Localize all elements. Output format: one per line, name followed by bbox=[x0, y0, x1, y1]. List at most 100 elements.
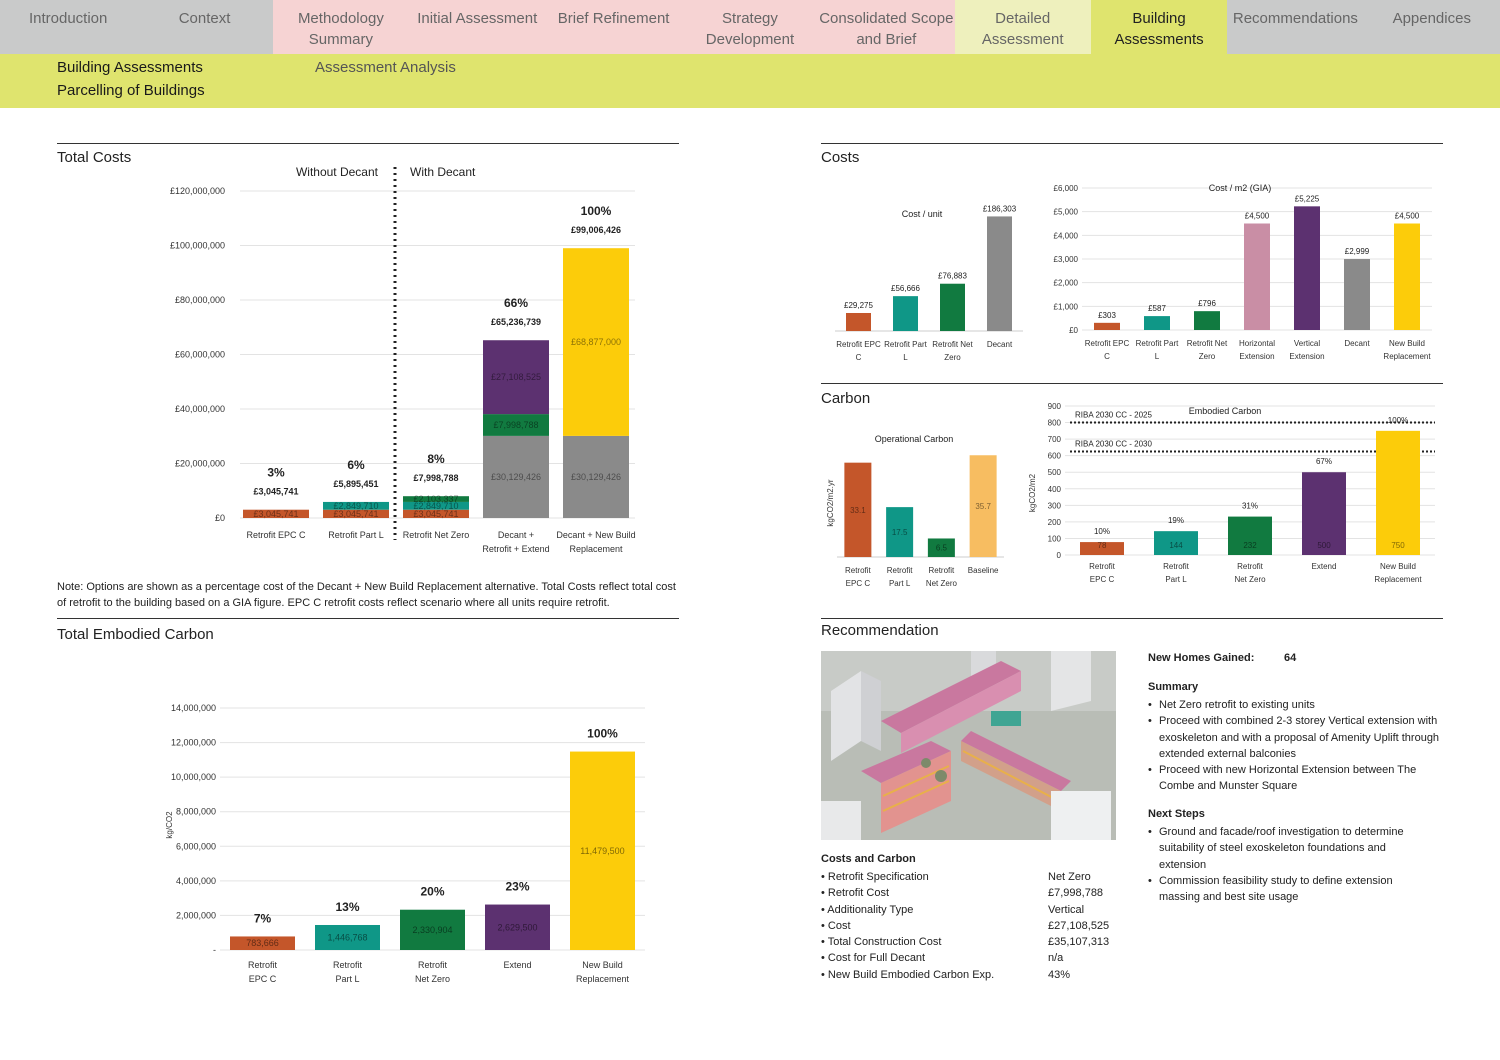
table-row: • Retrofit Cost £7,998,788 bbox=[821, 885, 1121, 901]
summary-list: Net Zero retrofit to existing units Proc… bbox=[1148, 697, 1440, 795]
bar-segment-label: £2,103,337 bbox=[413, 494, 458, 504]
bar bbox=[1344, 259, 1370, 330]
y-tick-label: £60,000,000 bbox=[175, 350, 225, 360]
tab-consolidated-scope[interactable]: Consolidated Scope and Brief bbox=[818, 0, 955, 54]
subnav-assessment-analysis[interactable]: Assessment Analysis bbox=[315, 59, 456, 76]
x-tick-label: Horizontal bbox=[1239, 339, 1275, 348]
embodied-carbon-chart: 0 100 200 300 400 500 600 700 800 900 Embodied Car… bbox=[1028, 402, 1435, 584]
subnav-parcelling-of-buildings[interactable]: Parcelling of Buildings bbox=[57, 82, 205, 99]
bar-value-label: 500 bbox=[1317, 541, 1331, 550]
bar-percent-label: 10% bbox=[1094, 527, 1110, 536]
x-tick-label: EPC C bbox=[1090, 575, 1115, 584]
y-tick-label: 600 bbox=[1048, 452, 1062, 461]
x-tick-label: Decant + bbox=[498, 530, 534, 540]
bar bbox=[893, 296, 918, 331]
x-tick-label: Vertical bbox=[1294, 339, 1320, 348]
bar-percent-label: 13% bbox=[335, 900, 359, 914]
bar-value-label: £5,225 bbox=[1295, 194, 1320, 203]
y-tick-label: £3,000 bbox=[1054, 255, 1079, 264]
bar-value-label: £29,275 bbox=[844, 301, 873, 310]
table-row: • Additionality Type Vertical bbox=[821, 902, 1121, 918]
next-steps-heading: Next Steps bbox=[1148, 808, 1205, 820]
tab-building-assessments[interactable]: Building Assessments bbox=[1090, 0, 1228, 54]
tab-brief-refinement[interactable]: Brief Refinement bbox=[545, 0, 682, 54]
tab-initial-assessment[interactable]: Initial Assessment bbox=[409, 0, 546, 54]
bar bbox=[400, 909, 465, 950]
y-tick-label: £20,000,000 bbox=[175, 459, 225, 469]
building-aerial-image bbox=[821, 651, 1116, 840]
bar bbox=[1228, 516, 1272, 555]
x-tick-label: EPC C bbox=[249, 974, 277, 984]
y-tick-label: 6,000,000 bbox=[176, 841, 216, 851]
reference-label: RIBA 2030 CC - 2025 bbox=[1075, 411, 1152, 420]
bar-segment-label: £3,045,741 bbox=[253, 509, 298, 519]
bar bbox=[315, 924, 380, 950]
bar-segment-label: £2,849,710 bbox=[413, 501, 458, 511]
bar-segment bbox=[243, 509, 309, 518]
bar bbox=[1144, 316, 1170, 330]
bar-percent-label: 100% bbox=[581, 204, 612, 218]
total-embodied-carbon-chart: - 2,000,000 4,000,000 6,000,000 8,000,000 10,… bbox=[165, 703, 645, 984]
bar-segment-label: £27,108,525 bbox=[491, 372, 541, 382]
bar-value-label: 144 bbox=[1169, 541, 1183, 550]
new-homes-label: New Homes Gained: bbox=[1148, 652, 1255, 664]
bar-segment bbox=[563, 248, 629, 436]
x-tick-label: C bbox=[856, 353, 862, 362]
x-tick-label: New Build bbox=[582, 960, 623, 970]
table-cell-value: Vertical bbox=[1048, 903, 1085, 916]
chart-title: Embodied Carbon bbox=[1189, 406, 1262, 416]
x-tick-label: L bbox=[903, 353, 908, 362]
bar-percent-label: 100% bbox=[587, 727, 618, 741]
bar bbox=[1080, 542, 1124, 555]
list-item: Net Zero retrofit to existing units bbox=[1148, 697, 1440, 714]
tab-appendices[interactable]: Appendices bbox=[1363, 0, 1500, 54]
y-tick-label: £0 bbox=[1069, 326, 1078, 335]
tab-recommendations[interactable]: Recommendations bbox=[1227, 0, 1364, 54]
bar bbox=[969, 455, 997, 557]
table-cell-value: Net Zero bbox=[1048, 871, 1091, 883]
bar-total-label: £99,006,426 bbox=[571, 225, 621, 235]
tab-detailed-assessment[interactable]: Detailed Assessment bbox=[954, 0, 1091, 54]
x-tick-label: Retrofit Net bbox=[932, 340, 973, 349]
without-decant-label: Without Decant bbox=[296, 165, 379, 179]
table-cell-value: £7,998,788 bbox=[1048, 887, 1104, 900]
x-tick-label: Retrofit Net Zero bbox=[403, 530, 470, 540]
bar-value-label: 750 bbox=[1391, 541, 1405, 550]
total-costs-title: Total Costs bbox=[57, 149, 132, 166]
bar-segment-label: £2,849,710 bbox=[333, 501, 378, 511]
chart-title: Operational Carbon bbox=[875, 434, 954, 444]
bar bbox=[1302, 472, 1346, 555]
bar-segment-label: £3,045,741 bbox=[333, 509, 378, 519]
x-tick-label: Replacement bbox=[1383, 352, 1431, 361]
bar-value-label: 35.7 bbox=[975, 502, 991, 511]
tab-strategy-development[interactable]: Strategy Development bbox=[681, 0, 819, 54]
y-tick-label: 4,000,000 bbox=[176, 876, 216, 886]
bar-percent-label: 20% bbox=[420, 885, 444, 899]
bar bbox=[570, 751, 635, 950]
bar bbox=[846, 312, 871, 331]
bar-value-label: 1,446,768 bbox=[327, 932, 367, 942]
subnav-building-assessments[interactable]: Building Assessments bbox=[57, 59, 203, 76]
tab-methodology-summary[interactable]: Methodology Summary bbox=[272, 0, 410, 54]
x-tick-label: Retrofit bbox=[845, 566, 872, 575]
bar-total-label: £7,998,788 bbox=[413, 473, 458, 483]
tab-introduction[interactable]: Introduction bbox=[0, 0, 137, 54]
bar-segment bbox=[403, 501, 469, 510]
bar-value-label: £4,500 bbox=[1245, 212, 1270, 221]
x-tick-label: Replacement bbox=[1374, 575, 1422, 584]
x-tick-label: L bbox=[1155, 352, 1160, 361]
costs-carbon-heading: Costs and Carbon bbox=[821, 853, 916, 865]
bar-total-label: £5,895,451 bbox=[333, 479, 378, 489]
rule bbox=[57, 143, 679, 144]
y-tick-label: £6,000 bbox=[1054, 184, 1079, 193]
table-cell-label: • Additionality Type bbox=[821, 903, 914, 916]
bar-segment bbox=[483, 414, 549, 436]
y-tick-label: 900 bbox=[1048, 402, 1062, 411]
tab-context[interactable]: Context bbox=[136, 0, 273, 54]
bar bbox=[485, 904, 550, 950]
bar bbox=[230, 936, 295, 950]
x-tick-label: Net Zero bbox=[1234, 575, 1266, 584]
sub-nav: Building Assessments Parcelling of Build… bbox=[0, 54, 1500, 108]
y-tick-label: 200 bbox=[1048, 518, 1062, 527]
bar-percent-label: 6% bbox=[347, 458, 365, 472]
